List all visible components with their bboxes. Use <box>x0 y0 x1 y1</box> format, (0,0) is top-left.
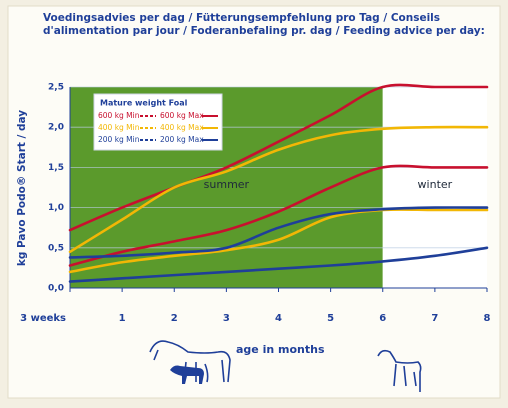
season-label: winter <box>418 178 453 191</box>
chart: Voedingsadvies per dag / Fütterungsempfe… <box>0 0 508 408</box>
y-tick-label: 2,5 <box>48 83 64 93</box>
x-tick-label: 3 weeks <box>20 313 66 324</box>
y-tick-label: 0,5 <box>48 243 64 253</box>
y-tick-label: 1,0 <box>48 203 64 213</box>
chart-title: Voedingsadvies per dag / Fütterungsempfe… <box>43 12 440 24</box>
chart-subtitle: d'alimentation par jour / Foderanbefalin… <box>43 25 485 37</box>
y-tick-label: 1,5 <box>48 163 64 173</box>
plot-area: summer winter 0,0 0,5 1,0 1,5 2,0 2,5 3 weeks 1 2 3… <box>20 83 490 325</box>
x-tick-label: 8 <box>484 313 491 324</box>
legend-label: 200 kg Max <box>160 135 204 144</box>
season-label: summer <box>204 178 250 191</box>
legend-label: 600 kg Max <box>160 111 204 120</box>
x-tick-label: 4 <box>275 313 282 324</box>
y-tick-label: 2,0 <box>48 123 64 133</box>
legend-title: Mature weight Foal <box>100 99 188 108</box>
x-tick-label: 1 <box>119 313 126 324</box>
legend: Mature weight Foal 600 kg Min 600 kg Max 40… <box>94 94 222 150</box>
y-tick-label: 0,0 <box>48 284 64 294</box>
legend-label: 600 kg Min <box>98 111 140 120</box>
x-tick-label: 7 <box>431 313 438 324</box>
x-tick-label: 5 <box>327 313 334 324</box>
x-axis-label: age in months <box>236 343 325 356</box>
legend-label: 400 kg Min <box>98 123 140 132</box>
legend-label: 400 kg Max <box>160 123 204 132</box>
x-tick-label: 3 <box>223 313 230 324</box>
x-tick-label: 6 <box>379 313 386 324</box>
y-axis-label: kg Pavo Podo® Start / day <box>16 110 28 266</box>
x-tick-label: 2 <box>171 313 178 324</box>
legend-label: 200 kg Min <box>98 135 140 144</box>
page: {"chart_data": { "type": "line", "title"… <box>0 0 508 408</box>
